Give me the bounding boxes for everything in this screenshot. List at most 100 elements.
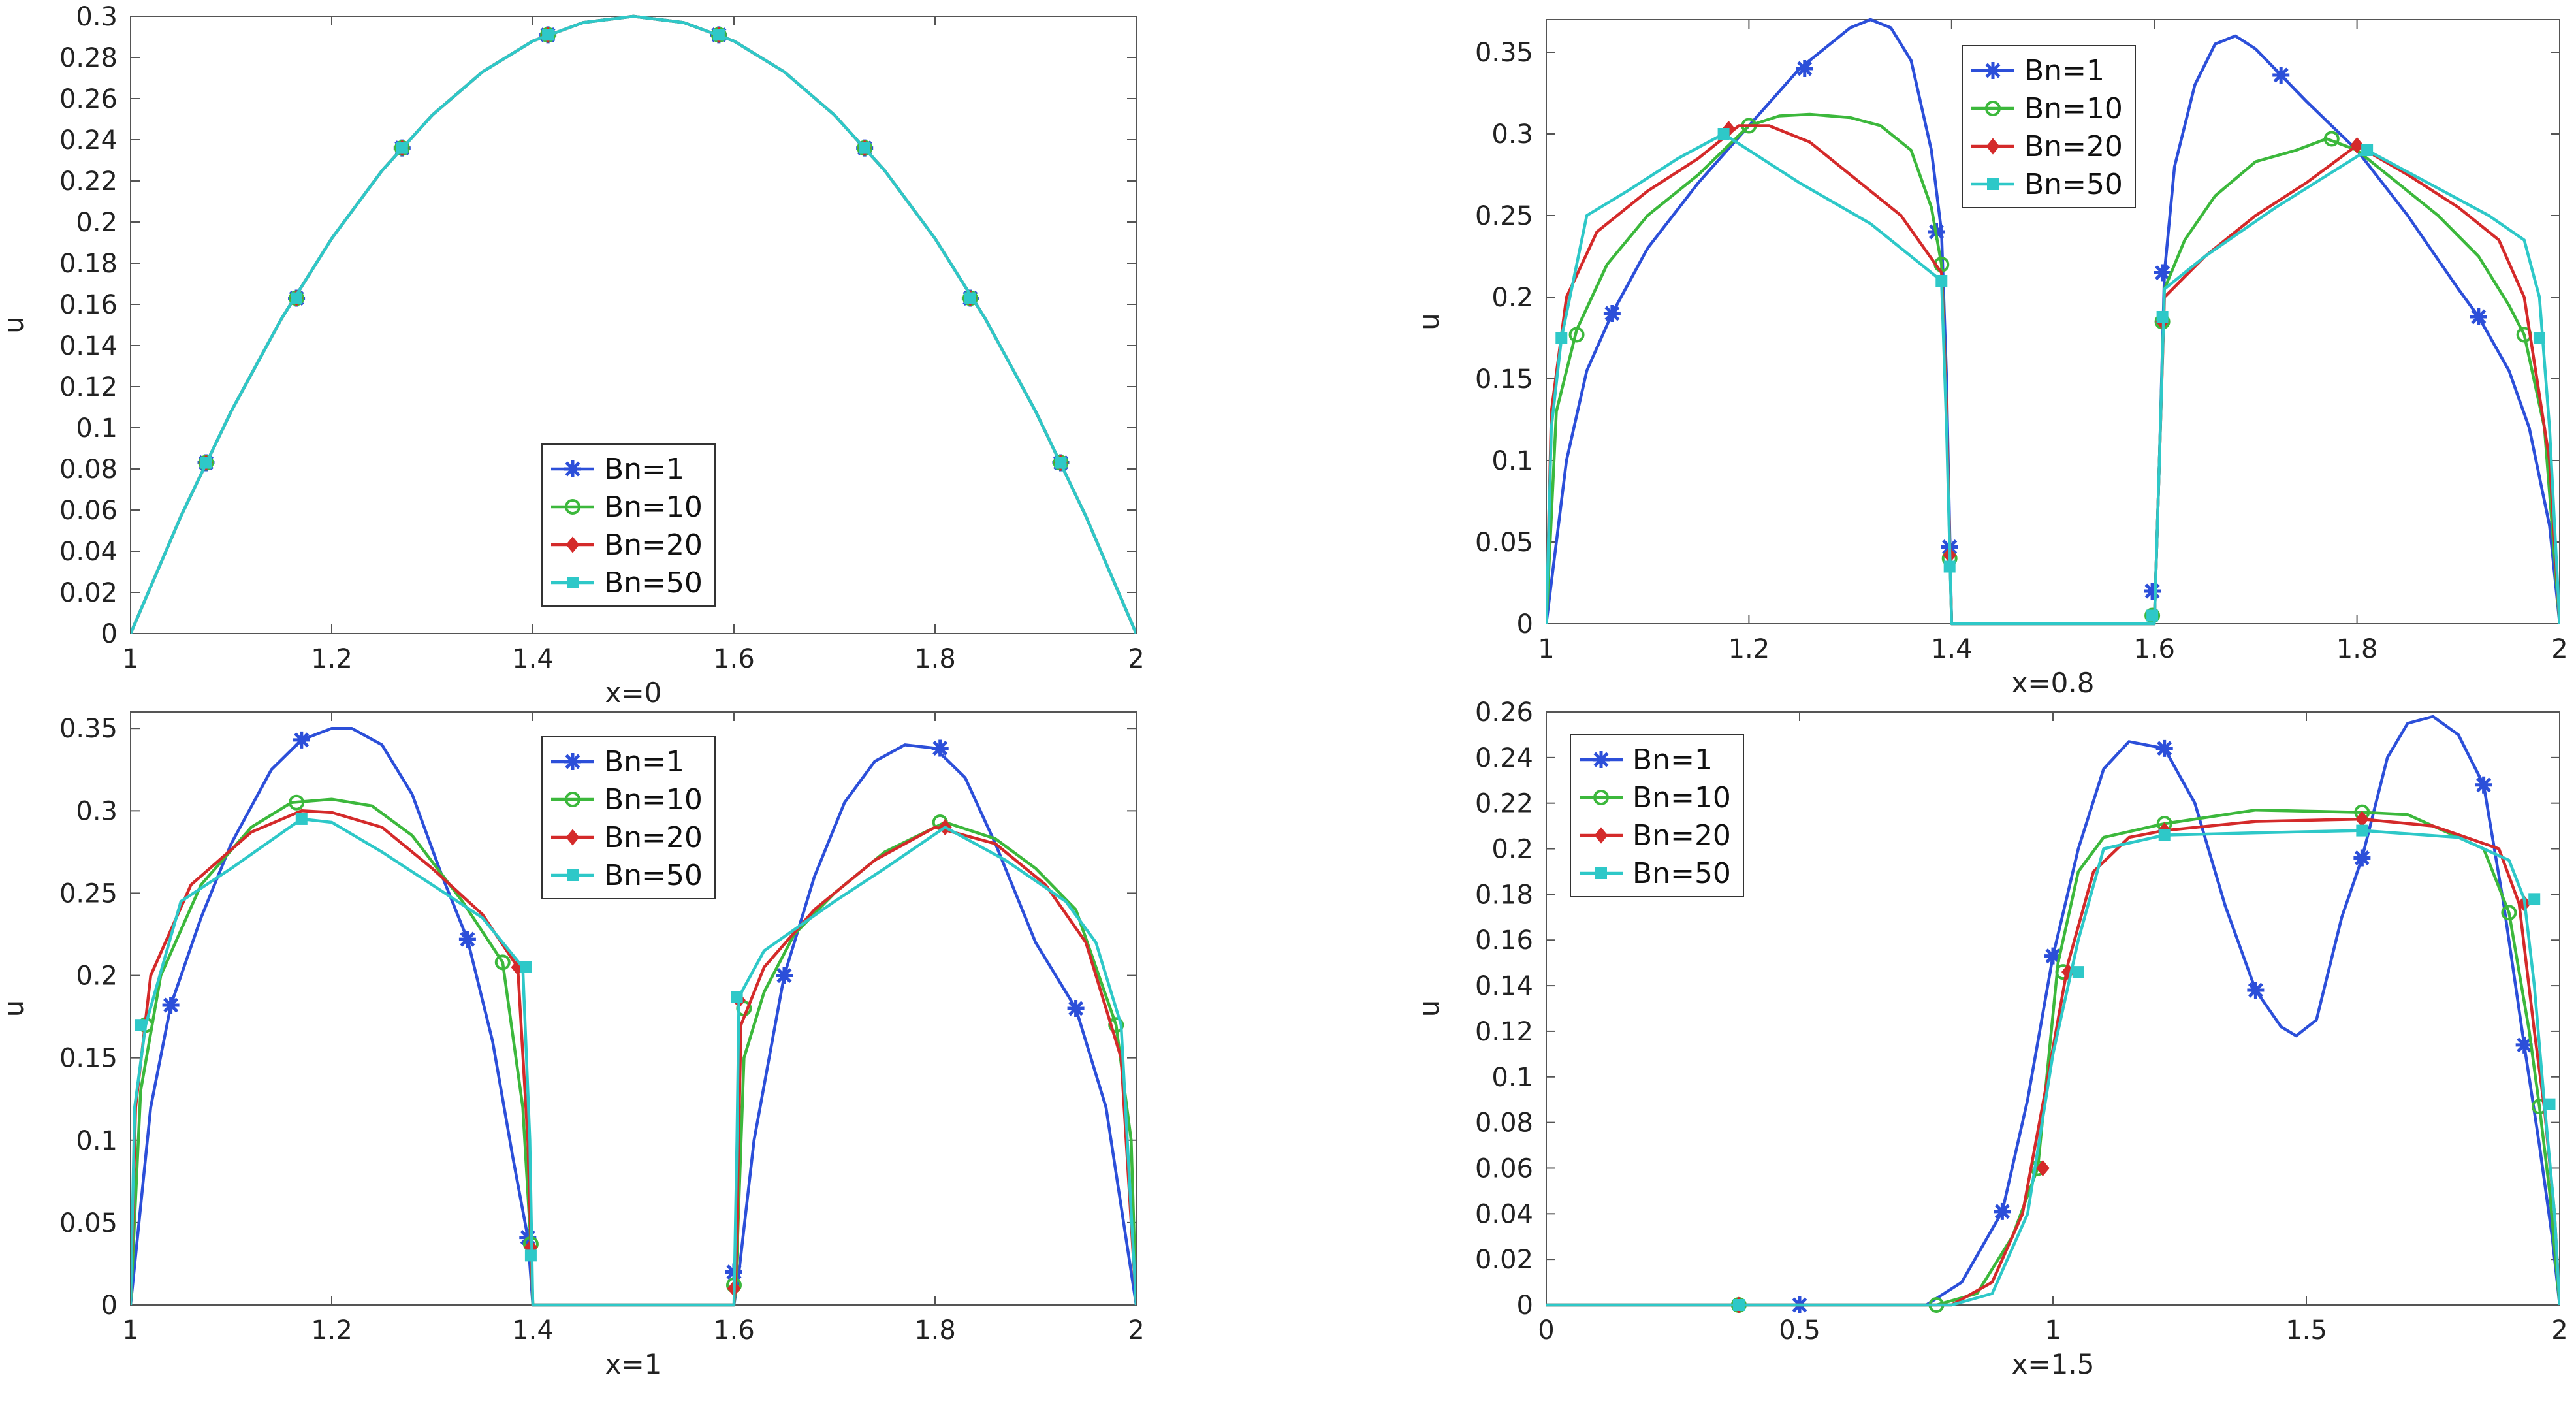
legend-marker [564, 460, 581, 477]
data-point-marker [1568, 327, 1585, 343]
legend-marker [1985, 101, 2001, 116]
data-point-marker [1943, 560, 1956, 573]
data-point-marker [524, 1249, 537, 1262]
legend-entry: Bn=50 [2024, 168, 2123, 201]
x-tick-label: 1.5 [2285, 1315, 2327, 1345]
data-point-marker [2247, 982, 2265, 999]
y-axis-label: u [1413, 313, 1445, 330]
legend-entry: Bn=20 [2024, 130, 2123, 163]
data-point-marker [542, 29, 554, 41]
series-line [131, 14, 1136, 634]
series-line [131, 817, 1136, 1307]
x-tick-label: 1.6 [713, 1315, 755, 1345]
legend-marker [1593, 790, 1609, 805]
x-tick-label: 0 [1538, 1315, 1554, 1345]
chart-panel-2: 1 1.2 1.4 1.6 1.8 2 0 0.05 0.1 0.15 0.2 0.25 0.3 0.35… [1413, 18, 2568, 699]
x-tick-label: 1.8 [2336, 634, 2378, 664]
legend-entry: Bn=50 [604, 859, 703, 892]
legend-marker [567, 577, 579, 588]
data-point-marker [2515, 1036, 2533, 1054]
data-point-marker [1935, 275, 1948, 287]
data-point-marker [2154, 264, 2171, 282]
data-point-marker [2144, 583, 2161, 600]
y-tick-label: 0.1 [76, 1126, 118, 1156]
data-point-marker [291, 292, 303, 304]
data-point-marker [776, 967, 793, 984]
x-tick-label: 1.4 [512, 644, 554, 674]
legend-marker [1593, 751, 1610, 768]
x-tick-label: 1.6 [713, 644, 755, 674]
data-point-marker [2475, 776, 2492, 794]
y-tick-label: 0.2 [76, 961, 118, 991]
data-point-marker [1555, 332, 1568, 344]
data-point-marker [859, 142, 871, 154]
data-point-marker [964, 292, 976, 304]
legend-entry: Bn=20 [604, 528, 703, 562]
data-point-marker [494, 954, 511, 971]
x-tick-label: 1 [122, 1315, 138, 1345]
legend-entry: Bn=10 [2024, 92, 2123, 125]
data-point-marker [396, 142, 408, 154]
x-tick-label: 1 [2044, 1315, 2061, 1345]
x-tick-label: 1.2 [1728, 634, 1770, 664]
legend: Bn=1 Bn=10 Bn=20 Bn=50 [541, 443, 716, 607]
legend: Bn=1 Bn=10 Bn=20 Bn=50 [1962, 45, 2136, 208]
y-tick-label: 0.1 [1491, 446, 1533, 476]
x-axis-label: x=0 [605, 677, 662, 709]
data-point-marker [2036, 1159, 2050, 1177]
y-tick-label: 0.1 [1491, 1063, 1533, 1093]
x-axis-label: x=1 [605, 1348, 662, 1380]
y-tick-label: 0.12 [1475, 1017, 1533, 1047]
legend-marker [567, 869, 579, 881]
x-tick-label: 2 [2551, 1315, 2568, 1345]
data-point-marker [2146, 609, 2159, 622]
legend-entry: Bn=1 [604, 453, 684, 486]
y-tick-label: 0.16 [59, 290, 118, 320]
y-tick-label: 0.24 [1475, 743, 1533, 773]
legend: Bn=1 Bn=10 Bn=20 Bn=50 [541, 736, 716, 899]
x-axis-label: x=0.8 [2012, 667, 2095, 699]
legend: Bn=1 Bn=10 Bn=20 Bn=50 [1570, 734, 1744, 897]
y-tick-label: 0.15 [59, 1044, 118, 1074]
data-point-marker [2470, 308, 2487, 325]
data-point-marker [1732, 1299, 1745, 1311]
y-tick-label: 0.06 [1475, 1153, 1533, 1184]
series-bn-50 [1546, 128, 2560, 626]
data-point-marker [2158, 829, 2171, 841]
data-point-marker [2361, 144, 2374, 156]
data-point-marker [289, 794, 305, 811]
y-axis-label: u [0, 1000, 29, 1018]
x-tick-label: 2 [1128, 1315, 1144, 1345]
y-tick-label: 0.26 [1475, 698, 1533, 728]
data-point-marker [2501, 905, 2517, 921]
y-tick-label: 0 [101, 619, 118, 649]
legend-marker [1987, 178, 1999, 190]
y-tick-label: 0.16 [1475, 926, 1533, 956]
y-tick-label: 0.14 [1475, 971, 1533, 1001]
y-tick-label: 0.24 [59, 125, 118, 155]
legend-entry: Bn=10 [604, 491, 703, 524]
y-tick-label: 0.05 [59, 1208, 118, 1238]
x-tick-label: 1 [1538, 634, 1554, 664]
y-tick-label: 0.04 [59, 537, 118, 567]
data-point-marker [2072, 966, 2084, 978]
y-tick-label: 0.12 [59, 372, 118, 402]
y-tick-label: 0.26 [59, 84, 118, 114]
y-tick-label: 0.2 [1491, 283, 1533, 313]
data-point-marker [2353, 849, 2371, 867]
data-point-marker [2272, 67, 2290, 84]
x-tick-label: 1.2 [311, 644, 353, 674]
x-tick-label: 1 [122, 644, 138, 674]
data-point-marker [135, 1019, 147, 1031]
legend-entry: Bn=10 [1632, 781, 1731, 814]
y-tick-label: 0.28 [59, 43, 118, 73]
y-tick-label: 0.04 [1475, 1199, 1533, 1229]
legend-entry: Bn=50 [1632, 857, 1731, 890]
y-tick-label: 0.35 [59, 714, 118, 744]
data-point-marker [2156, 311, 2169, 323]
data-point-marker [931, 739, 949, 757]
x-tick-label: 2 [1128, 644, 1144, 674]
data-point-marker [162, 996, 180, 1014]
data-point-marker [1055, 457, 1067, 469]
data-point-marker [2533, 332, 2545, 344]
